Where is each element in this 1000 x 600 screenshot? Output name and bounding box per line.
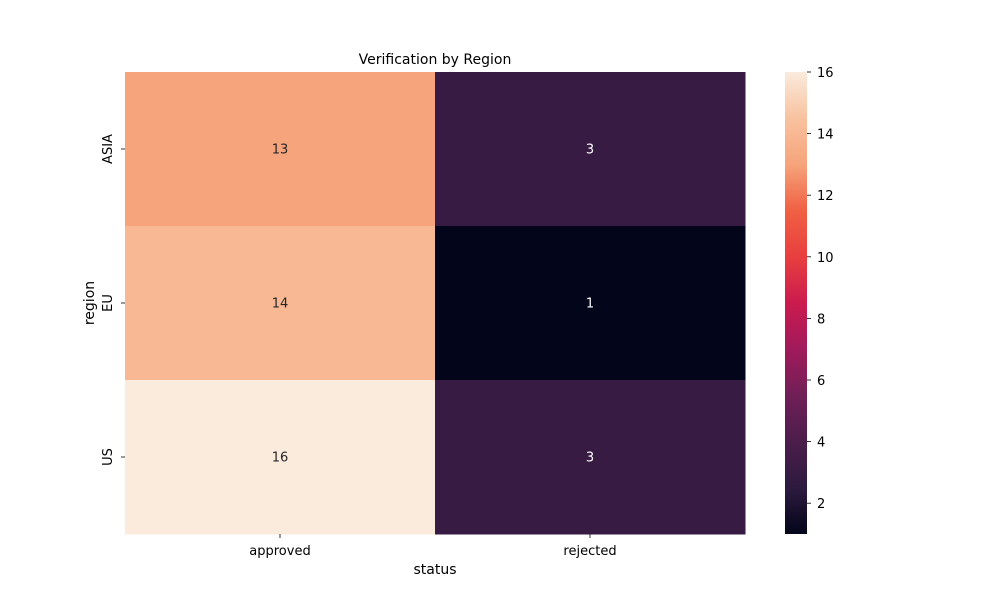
x-axis-ticks: approved rejected — [249, 534, 617, 559]
heatmap-cell — [125, 72, 436, 227]
cell-value-label: 3 — [586, 451, 594, 466]
colorbar-tick-label: 12 — [817, 189, 834, 204]
cell-value-label: 13 — [272, 143, 289, 158]
heatmap-cells: 13 3 14 1 16 3 — [125, 72, 746, 535]
heatmap-cell — [125, 380, 436, 535]
colorbar-tick-label: 8 — [817, 312, 825, 327]
y-axis-ticks: ASIA EU US — [101, 134, 125, 466]
x-axis-label: status — [413, 562, 456, 578]
colorbar — [785, 72, 807, 534]
colorbar-tick-label: 6 — [817, 374, 825, 389]
x-tick-label: approved — [249, 544, 310, 559]
cell-value-label: 16 — [272, 451, 289, 466]
y-axis-label: region — [82, 281, 98, 325]
heatmap-cell — [435, 72, 746, 227]
colorbar-tick-label: 10 — [817, 251, 834, 266]
y-tick-label: US — [101, 448, 116, 466]
x-tick-label: rejected — [563, 544, 616, 559]
colorbar-tick-label: 2 — [817, 497, 825, 512]
y-tick-label: EU — [101, 294, 116, 312]
cell-value-label: 3 — [586, 143, 594, 158]
cell-value-label: 1 — [586, 297, 594, 312]
y-tick-label: ASIA — [101, 134, 116, 164]
colorbar-tick-label: 16 — [817, 66, 834, 81]
colorbar-ticks: 2 4 6 8 10 12 14 16 — [807, 66, 834, 512]
heatmap-cell — [125, 226, 436, 381]
colorbar-tick-label: 4 — [817, 436, 825, 451]
cell-value-label: 14 — [272, 297, 289, 312]
chart-title: Verification by Region — [359, 52, 512, 68]
heatmap-cell — [435, 380, 746, 535]
colorbar-tick-label: 14 — [817, 128, 834, 143]
heatmap-cell — [435, 226, 746, 381]
